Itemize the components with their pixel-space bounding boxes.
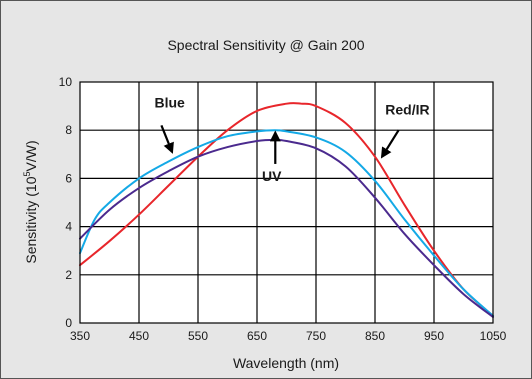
plot-area	[80, 82, 493, 323]
series-line-blue	[79, 129, 494, 317]
annotation-label: Blue	[155, 94, 186, 110]
y-tick-label: 10	[59, 75, 73, 89]
x-tick-label: 450	[129, 329, 149, 343]
grid-lines	[80, 82, 493, 323]
x-axis-label: Wavelength (nm)	[233, 355, 339, 371]
x-tick-label: 1050	[480, 329, 507, 343]
y-axis-label-tail: V/W)	[23, 140, 39, 171]
annotation-label: Red/IR	[385, 102, 429, 118]
x-tick-label: 650	[247, 329, 267, 343]
chart-title: Spectral Sensitivity @ Gain 200	[167, 37, 364, 53]
x-tick-label: 350	[70, 329, 90, 343]
annotation-arrow	[160, 124, 174, 154]
y-tick-label: 4	[65, 220, 72, 234]
x-axis-tick-labels: 350 450 550 650 750 850 950 1050	[70, 329, 507, 343]
annotation-label: UV	[262, 168, 282, 184]
x-tick-label: 950	[424, 329, 444, 343]
y-tick-label: 0	[65, 316, 72, 330]
x-tick-label: 750	[306, 329, 326, 343]
y-axis-label: Sensitivity (105V/W)	[22, 140, 39, 263]
y-axis-tick-labels: 0 2 4 6 8 10	[59, 75, 73, 330]
y-tick-label: 8	[65, 123, 72, 137]
series-line-red-ir	[79, 102, 494, 317]
y-tick-label: 6	[65, 171, 72, 185]
chart-annotations: Blue UV Red/IR	[155, 94, 430, 184]
y-axis-label-main: Sensitivity (10	[23, 176, 39, 263]
plot-border	[79, 81, 494, 324]
y-axis-label-superscript: 5	[22, 171, 32, 176]
x-tick-label: 550	[188, 329, 208, 343]
y-tick-label: 2	[65, 268, 72, 282]
annotation-arrow	[380, 129, 400, 159]
x-tick-label: 850	[365, 329, 385, 343]
